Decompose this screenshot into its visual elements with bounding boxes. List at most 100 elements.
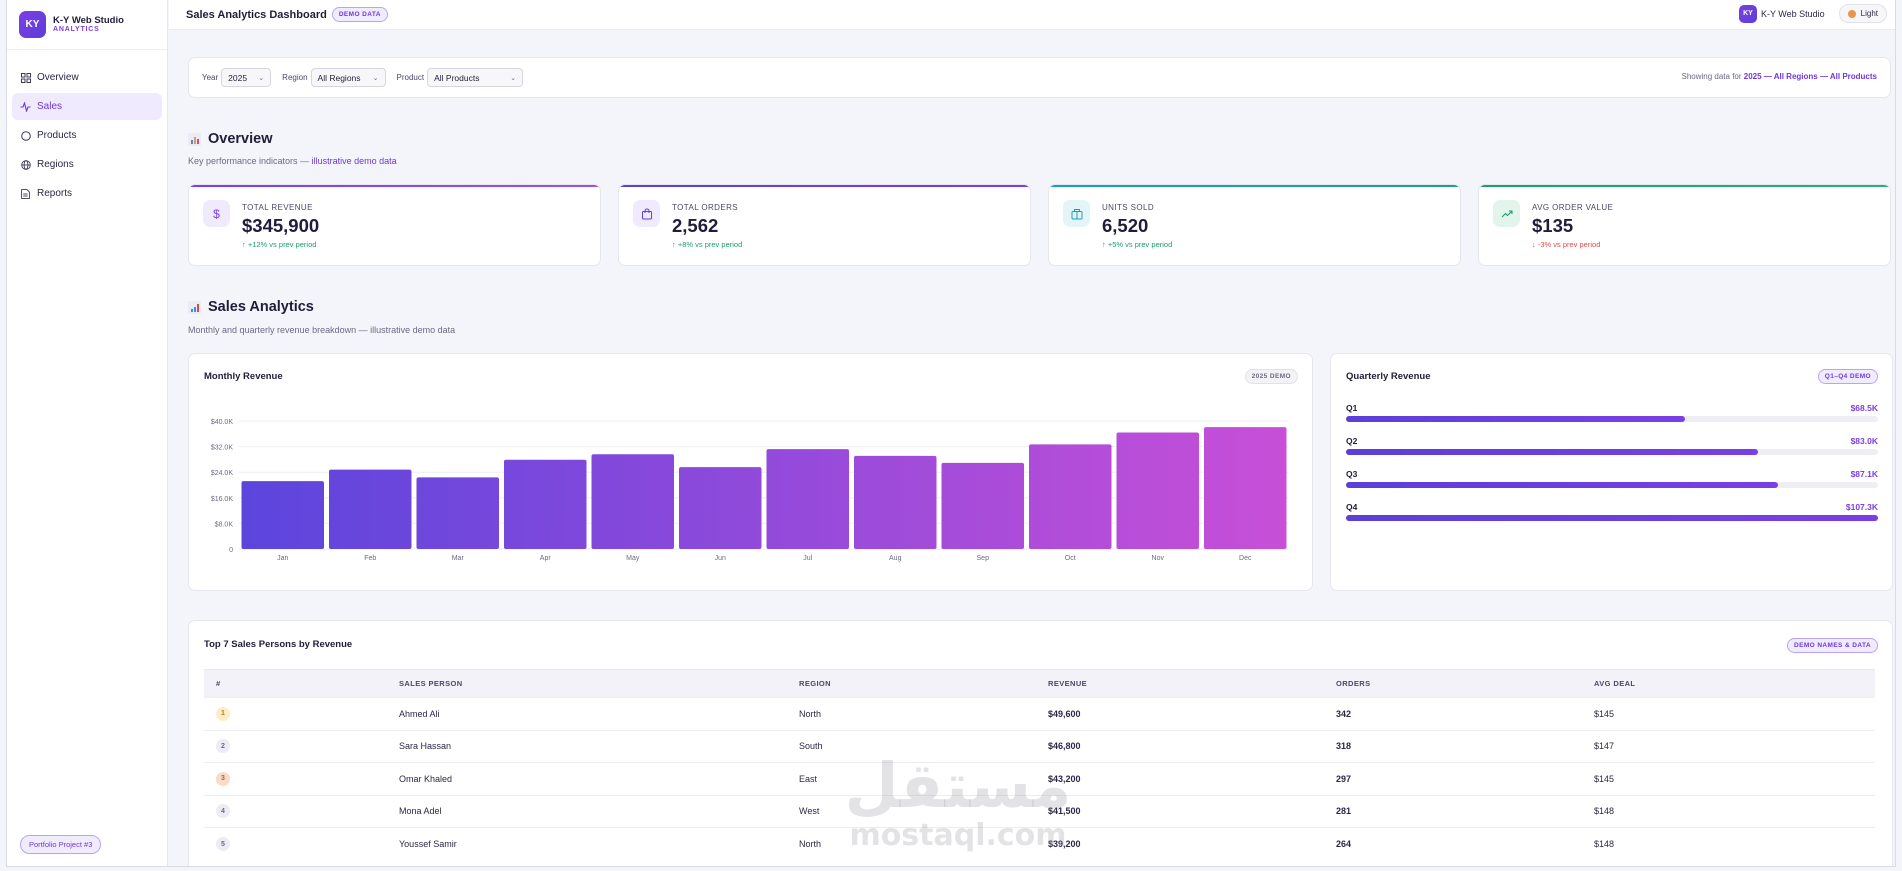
- product-select-value: All Products: [434, 72, 480, 83]
- kpi-accent-bar: [189, 185, 600, 187]
- kpi-value: $345,900: [242, 215, 320, 236]
- kpi-card-avg-order: AVG ORDER VALUE $135 ↓ -3% vs prev perio…: [1478, 184, 1891, 266]
- kpi-value: $135: [1532, 215, 1574, 236]
- topbar-logo: KY: [1738, 4, 1757, 23]
- kpi-accent-bar: [1049, 185, 1460, 187]
- bar-chart-icon: [188, 132, 201, 146]
- quarter-value-label: $87.1K: [1850, 469, 1878, 479]
- year-select[interactable]: 2025 ⌄: [221, 68, 272, 87]
- y-tick-label: $16.0K: [211, 496, 234, 503]
- column-header-sales-person[interactable]: SALES PERSON: [387, 669, 787, 698]
- quarterly-revenue-tag: Q1–Q4 DEMO: [1817, 369, 1878, 384]
- column-header-region[interactable]: REGION: [787, 669, 1036, 698]
- quarter-bar: [1346, 449, 1758, 455]
- monthly-revenue-bar: [241, 481, 324, 549]
- sidebar-item-label: Overview: [37, 72, 79, 83]
- column-header-revenue[interactable]: REVENUE: [1036, 669, 1324, 698]
- monthly-revenue-bar: [854, 455, 937, 549]
- x-tick-label: May: [626, 555, 640, 562]
- kpi-card-units: UNITS SOLD 6,520 ↑ +5% vs prev period: [1048, 184, 1461, 266]
- column-header-orders[interactable]: ORDERS: [1324, 669, 1582, 698]
- sidebar-nav: Overview Sales Products Regions: [7, 50, 167, 207]
- x-tick-label: Mar: [452, 555, 465, 562]
- brand[interactable]: KY K-Y Web Studio ANALYTICS: [7, 0, 167, 50]
- theme-toggle-button[interactable]: Light: [1838, 4, 1887, 23]
- monthly-revenue-bar: [416, 477, 499, 549]
- orders-cell: 264: [1324, 827, 1582, 860]
- quarter-value-label: $83.0K: [1850, 436, 1878, 446]
- column-header-rank[interactable]: #: [204, 669, 387, 698]
- y-tick-label: $8.0K: [215, 521, 234, 528]
- kpi-card-revenue: $ TOTAL REVENUE $345,900 ↑ +12% vs prev …: [188, 184, 601, 266]
- trending-up-icon: [1493, 200, 1520, 227]
- quarter-bar-track: [1346, 416, 1878, 422]
- line-chart-icon: [188, 300, 201, 314]
- sidebar: KY K-Y Web Studio ANALYTICS Overview Sal…: [7, 0, 168, 866]
- sidebar-item-sales[interactable]: Sales: [12, 93, 162, 120]
- shopping-bag-icon: [633, 200, 660, 227]
- rank-cell: 1: [204, 697, 387, 730]
- region-label: Region: [282, 73, 308, 82]
- x-tick-label: Aug: [889, 555, 902, 562]
- avg-deal-cell: $148: [1582, 794, 1875, 828]
- sidebar-item-overview[interactable]: Overview: [12, 64, 162, 91]
- brand-logo: KY: [19, 11, 46, 38]
- monthly-revenue-bar: [591, 454, 674, 549]
- sidebar-item-reports[interactable]: Reports: [12, 180, 162, 207]
- table-row[interactable]: 3 Omar Khaled East $43,200 297 $145: [204, 762, 1875, 795]
- chevron-down-icon: ⌄: [372, 74, 379, 82]
- sidebar-item-label: Sales: [37, 101, 63, 112]
- chevron-down-icon: ⌄: [510, 74, 517, 82]
- sidebar-item-label: Regions: [37, 159, 74, 170]
- table-row[interactable]: 4 Mona Adel West $41,500 281 $148: [204, 794, 1875, 828]
- quarter-label: Q3: [1346, 469, 1358, 479]
- overview-title: Overview: [208, 131, 273, 147]
- quarter-label: Q2: [1346, 436, 1358, 446]
- quarter-value-label: $68.5K: [1850, 403, 1878, 413]
- rank-cell: 2: [204, 729, 387, 763]
- box-icon: [1063, 200, 1090, 227]
- x-tick-label: Dec: [1239, 555, 1252, 562]
- sidebar-item-products[interactable]: Products: [12, 122, 162, 149]
- sales-person-cell: Mona Adel: [387, 794, 787, 828]
- sales-person-cell: Youssef Samir: [387, 827, 787, 860]
- monthly-revenue-bar: [941, 462, 1024, 549]
- monthly-revenue-bar: [766, 449, 849, 549]
- analytics-subtitle: Monthly and quarterly revenue breakdown …: [188, 325, 456, 335]
- monthly-revenue-bar: [679, 467, 762, 549]
- quarter-bar-row: Q4 $107.3K: [1346, 502, 1878, 528]
- table-row[interactable]: 5 Youssef Samir North $39,200 264 $148: [204, 827, 1875, 860]
- region-select-value: All Regions: [317, 72, 361, 83]
- monthly-revenue-card: Monthly Revenue 2025 DEMO 0 $8.0K $16.0K $2…: [188, 353, 1313, 591]
- kpi-label: TOTAL ORDERS: [672, 203, 738, 212]
- table-row[interactable]: 1 Ahmed Ali North $49,600 342 $145: [204, 697, 1875, 730]
- top-sales-title: Top 7 Sales Persons by Revenue: [204, 639, 353, 650]
- kpi-label: UNITS SOLD: [1102, 203, 1155, 212]
- portfolio-badge[interactable]: Portfolio Project #3: [20, 835, 102, 854]
- document-icon: [20, 188, 31, 199]
- kpi-card-orders: TOTAL ORDERS 2,562 ↑ +8% vs prev period: [618, 184, 1031, 266]
- region-select[interactable]: All Regions ⌄: [310, 68, 386, 87]
- sidebar-item-regions[interactable]: Regions: [12, 151, 162, 178]
- sun-icon: [1847, 9, 1856, 18]
- x-tick-label: Oct: [1065, 555, 1076, 562]
- region-cell: West: [787, 794, 1036, 828]
- kpi-label: AVG ORDER VALUE: [1532, 203, 1614, 212]
- quarter-bar: [1346, 515, 1878, 521]
- column-header-avg-deal[interactable]: AVG DEAL: [1582, 669, 1875, 698]
- product-select[interactable]: All Products ⌄: [427, 68, 524, 87]
- table-row[interactable]: 2 Sara Hassan South $46,800 318 $147: [204, 729, 1875, 763]
- revenue-cell: $43,200: [1036, 762, 1324, 795]
- activity-icon: [20, 101, 31, 112]
- monthly-revenue-title: Monthly Revenue: [204, 371, 283, 382]
- rank-badge: 2: [216, 739, 230, 754]
- sales-persons-table: # SALES PERSON REGION REVENUE ORDERS AVG…: [204, 669, 1875, 860]
- analytics-title: Sales Analytics: [208, 299, 314, 315]
- overview-subtitle-prefix: Key performance indicators —: [188, 156, 310, 166]
- app-window: KY K-Y Web Studio ANALYTICS Overview Sal…: [6, 0, 1896, 867]
- monthly-revenue-bar: [1029, 444, 1112, 549]
- grid-icon: [20, 72, 31, 83]
- overview-subtitle: Key performance indicators — illustrativ…: [188, 156, 397, 166]
- x-tick-label: Apr: [540, 555, 552, 562]
- filter-summary-prefix: Showing data for: [1681, 72, 1742, 81]
